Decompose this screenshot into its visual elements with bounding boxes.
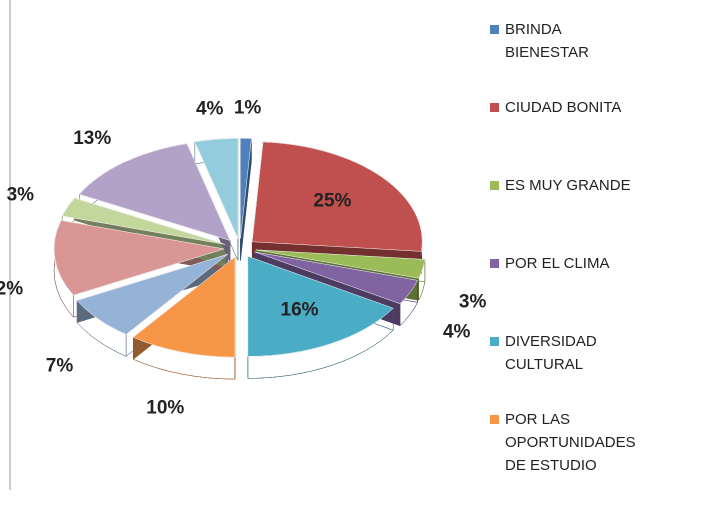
slice xyxy=(132,256,236,358)
data-label: 13% xyxy=(73,128,111,149)
slice xyxy=(255,249,426,279)
legend-item: ES MUY GRANDE xyxy=(490,174,720,197)
slice xyxy=(76,253,228,335)
slice xyxy=(61,197,226,245)
data-label: 12% xyxy=(0,278,23,299)
data-label: 16% xyxy=(281,299,319,320)
data-label: 7% xyxy=(46,356,74,377)
slice xyxy=(240,138,252,239)
legend-swatch xyxy=(490,415,499,424)
slice xyxy=(251,141,423,252)
legend-label: POR LAS OPORTUNIDADES DE ESTUDIO xyxy=(505,411,636,474)
legend-swatch xyxy=(490,337,499,346)
data-label: 4% xyxy=(196,99,224,120)
data-label: 1% xyxy=(234,97,262,118)
data-label: 3% xyxy=(459,292,487,313)
legend-swatch xyxy=(490,103,499,112)
legend-item: BRINDA BIENESTAR xyxy=(490,18,720,64)
legend-label: BRINDA BIENESTAR xyxy=(505,21,589,61)
legend-swatch xyxy=(490,25,499,34)
slice xyxy=(78,143,231,241)
legend-label: POR EL CLIMA xyxy=(505,255,610,272)
data-label: 25% xyxy=(313,191,351,212)
legend-item: DIVERSIDAD CULTURAL xyxy=(490,330,720,376)
legend-swatch xyxy=(490,259,499,268)
legend-item: POR LAS OPORTUNIDADES DE ESTUDIO xyxy=(490,408,720,477)
legend-item: POR EL CLIMA xyxy=(490,252,720,275)
legend-item: CIUDAD BONITA xyxy=(490,96,720,119)
data-label: 3% xyxy=(7,185,35,206)
slice xyxy=(247,256,394,357)
legend-label: ES MUY GRANDE xyxy=(505,177,631,194)
data-label: 4% xyxy=(443,322,471,343)
legend-label: CIUDAD BONITA xyxy=(505,99,622,116)
slice xyxy=(194,138,239,239)
legend-swatch xyxy=(490,181,499,190)
slice xyxy=(254,251,418,305)
data-label: 10% xyxy=(146,398,184,419)
slice xyxy=(53,220,225,296)
legend-label: DIVERSIDAD CULTURAL xyxy=(505,333,597,373)
